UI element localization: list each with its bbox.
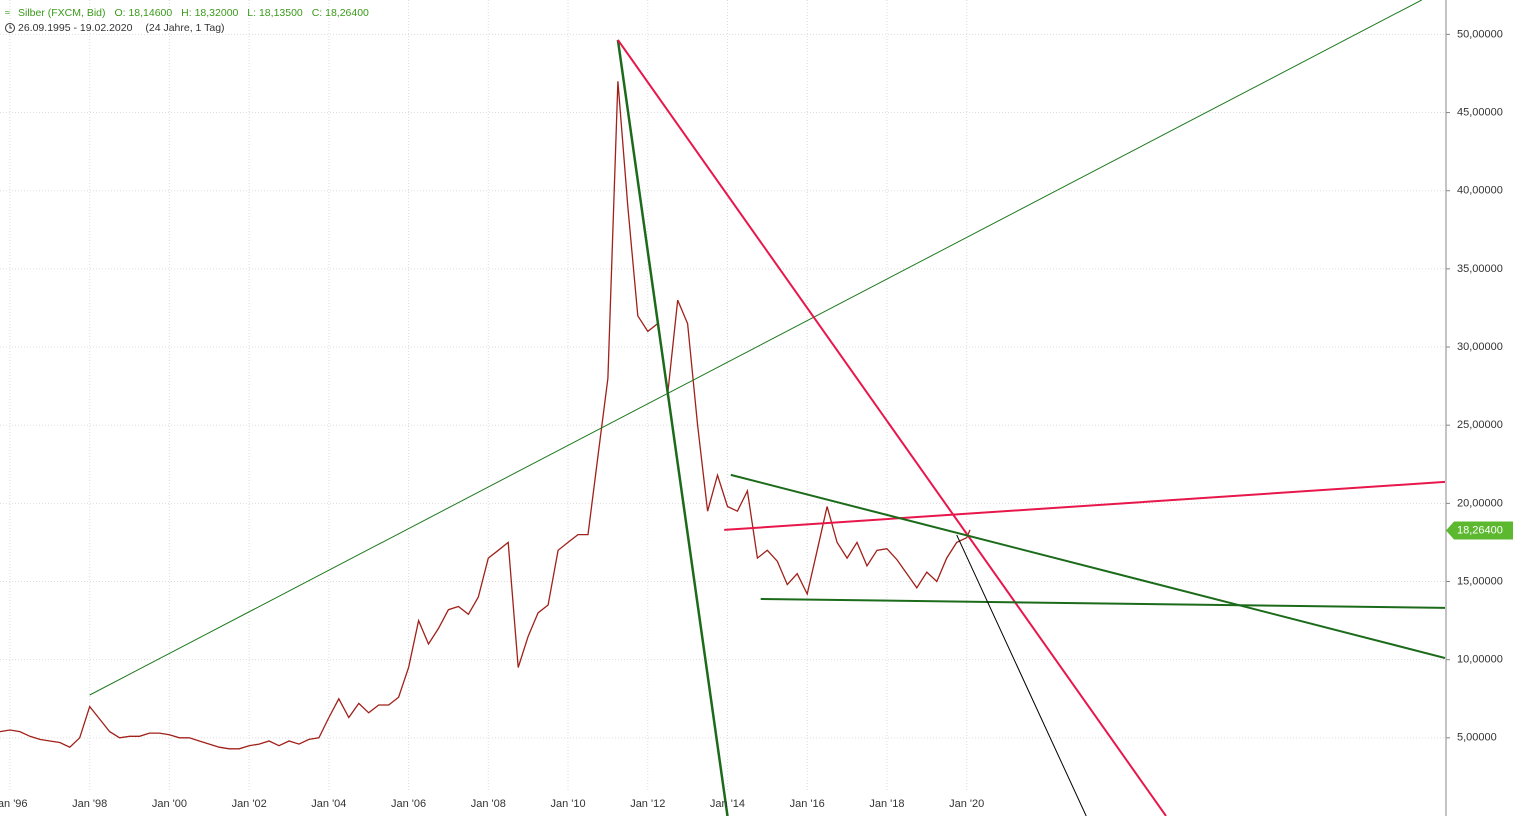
header: Silber (FXCM, Bid) O: 18,14600 H: 18,320… [6, 6, 375, 36]
plot-area [0, 0, 1445, 816]
trend-line [89, 0, 1422, 696]
x-tick-label: Jan '16 [790, 798, 825, 810]
trend-line [617, 39, 1167, 816]
x-tick-label: Jan '02 [232, 798, 267, 810]
period-span: (24 Jahre, 1 Tag) [145, 22, 225, 34]
axes: 5,00000 10,00000 15,00000 20,00000 25,00000 3… [0, 28, 1513, 810]
x-tick-label: Jan '00 [152, 798, 187, 810]
y-tick-label: 20,00000 [1457, 497, 1503, 509]
y-tick-label: 30,00000 [1457, 341, 1503, 353]
y-tick-label: 50,00000 [1457, 28, 1503, 40]
quote-line: Silber (FXCM, Bid) O: 18,14600 H: 18,320… [6, 6, 375, 21]
clock-hands [9, 25, 12, 29]
x-tick-label: Jan '06 [391, 798, 426, 810]
header-icons: ≈ [5, 7, 15, 33]
y-tick-label: 15,00000 [1457, 575, 1503, 587]
instrument: Silber (FXCM, Bid) [18, 7, 106, 19]
y-tick-label: 35,00000 [1457, 263, 1503, 275]
quote: L: 18,13500 [247, 7, 303, 19]
x-tick-label: Jan '12 [630, 798, 665, 810]
trend-line [760, 598, 1445, 609]
y-tick-label: 5,00000 [1457, 732, 1497, 744]
trend-line [724, 480, 1445, 531]
trend-line [616, 39, 729, 816]
price-line [0, 81, 971, 750]
trend-line [956, 534, 1087, 816]
period: 26.09.1995 - 19.02.2020 [18, 22, 133, 34]
y-tick-label: 40,00000 [1457, 185, 1503, 197]
quote: H: 18,32000 [181, 7, 239, 19]
x-tick-label: Jan '96 [0, 798, 28, 810]
x-tick-label: Jan '14 [710, 798, 745, 810]
y-axis-panel [1446, 0, 1513, 816]
y-tick-label: 25,00000 [1457, 419, 1503, 431]
x-tick-label: Jan '10 [550, 798, 585, 810]
y-tick-label: 10,00000 [1457, 654, 1503, 666]
x-tick-label: Jan '04 [311, 798, 346, 810]
y-tick-label: 45,00000 [1457, 106, 1503, 118]
instrument-icon: ≈ [5, 7, 10, 17]
clock-icon [5, 23, 15, 33]
period-line: 26.09.1995 - 19.02.2020 (24 Jahre, 1 Tag… [6, 21, 375, 36]
quote: O: 18,14600 [114, 7, 173, 19]
last-price-label: 18,26400 [1457, 524, 1503, 536]
trend-line [730, 473, 1445, 659]
x-tick-label: Jan '98 [72, 798, 107, 810]
x-tick-label: Jan '08 [471, 798, 506, 810]
x-tick-label: Jan '20 [949, 798, 984, 810]
quote: C: 18,26400 [311, 7, 369, 19]
x-tick-label: Jan '18 [869, 798, 904, 810]
grid [0, 0, 1445, 792]
last-price-badge [1446, 521, 1513, 540]
